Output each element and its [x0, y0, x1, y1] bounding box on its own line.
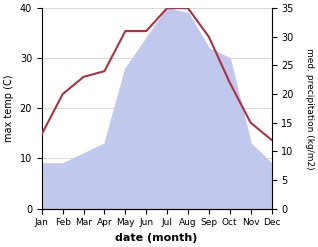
Y-axis label: max temp (C): max temp (C) [4, 75, 14, 142]
X-axis label: date (month): date (month) [115, 233, 198, 243]
Y-axis label: med. precipitation (kg/m2): med. precipitation (kg/m2) [305, 48, 314, 169]
